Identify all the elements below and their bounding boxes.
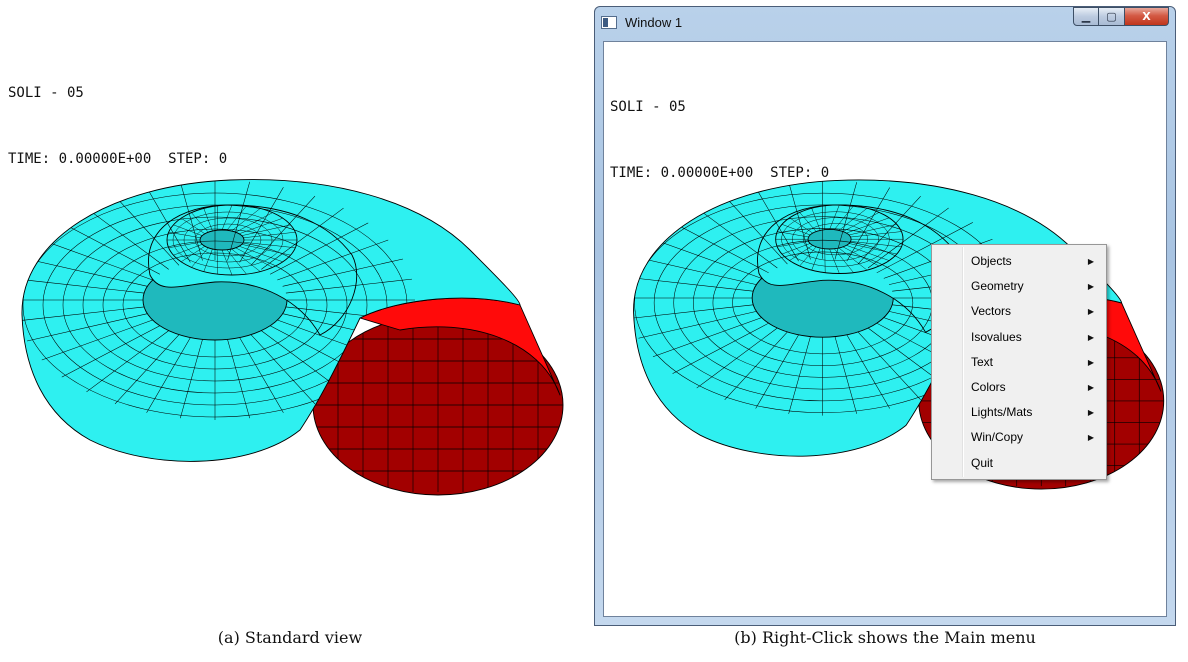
hud-time-step: TIME: 0.00000E+00 STEP: 0 — [8, 151, 228, 167]
menu-item-lights-mats[interactable]: Lights/Mats ▶ — [932, 400, 1106, 425]
menu-item-colors[interactable]: Colors ▶ — [932, 375, 1106, 400]
menu-item-label: Isovalues — [971, 329, 1022, 344]
spiral-mesh-render — [21, 179, 564, 496]
hud-title: SOLI - 05 — [8, 85, 84, 101]
close-button[interactable]: X — [1125, 7, 1169, 26]
submenu-arrow-icon: ▶ — [1087, 332, 1094, 342]
figure-caption-a: (a) Standard view — [217, 628, 363, 647]
menu-item-objects[interactable]: Objects ▶ — [932, 249, 1106, 274]
menu-item-geometry[interactable]: Geometry ▶ — [932, 274, 1106, 299]
window-title: Window 1 — [625, 15, 683, 30]
menu-item-text[interactable]: Text ▶ — [932, 350, 1106, 375]
submenu-arrow-icon: ▶ — [1087, 282, 1094, 292]
menu-item-win-copy[interactable]: Win/Copy ▶ — [932, 425, 1106, 450]
hud-time-step: TIME: 0.00000E+00 STEP: 0 — [610, 165, 830, 181]
shell-geometry — [21, 179, 564, 496]
submenu-arrow-icon: ▶ — [1087, 433, 1094, 443]
submenu-arrow-icon: ▶ — [1087, 307, 1094, 317]
menu-item-label: Win/Copy — [971, 430, 1024, 445]
hud-text: SOLI - 05 TIME: 0.00000E+00 STEP: 0 — [610, 52, 829, 228]
minimize-button[interactable]: ▁ — [1073, 7, 1099, 26]
menu-item-label: Quit — [971, 455, 994, 470]
menu-item-isovalues[interactable]: Isovalues ▶ — [932, 325, 1106, 350]
caption-buttons: ▁ ▢ X — [1073, 7, 1169, 26]
submenu-arrow-icon: ▶ — [1087, 357, 1094, 367]
submenu-arrow-icon: ▶ — [1087, 257, 1094, 266]
menu-item-label: Vectors — [971, 304, 1012, 319]
main-context-menu: Objects ▶ Geometry ▶ Vectors ▶ Isovalues ▶ T… — [931, 244, 1107, 480]
menu-item-label: Colors — [971, 379, 1006, 394]
window-app-icon[interactable] — [601, 16, 617, 29]
menu-item-label: Lights/Mats — [971, 405, 1033, 420]
hud-text: SOLI - 05 TIME: 0.00000E+00 STEP: 0 — [8, 38, 227, 214]
hud-title: SOLI - 05 — [610, 99, 686, 115]
title-bar[interactable]: Window 1 ▁ ▢ X — [595, 7, 1175, 41]
menu-item-label: Objects — [971, 254, 1012, 268]
standard-view-panel: SOLI - 05 TIME: 0.00000E+00 STEP: 0 — [0, 0, 580, 620]
submenu-arrow-icon: ▶ — [1087, 408, 1094, 418]
menu-item-label: Geometry — [971, 279, 1024, 294]
maximize-button[interactable]: ▢ — [1099, 7, 1125, 26]
figure-caption-b: (b) Right-Click shows the Main menu — [734, 628, 1036, 647]
menu-item-quit[interactable]: Quit — [932, 451, 1106, 476]
submenu-arrow-icon: ▶ — [1087, 382, 1094, 392]
menu-item-label: Text — [971, 354, 994, 369]
menu-item-vectors[interactable]: Vectors ▶ — [932, 299, 1106, 324]
